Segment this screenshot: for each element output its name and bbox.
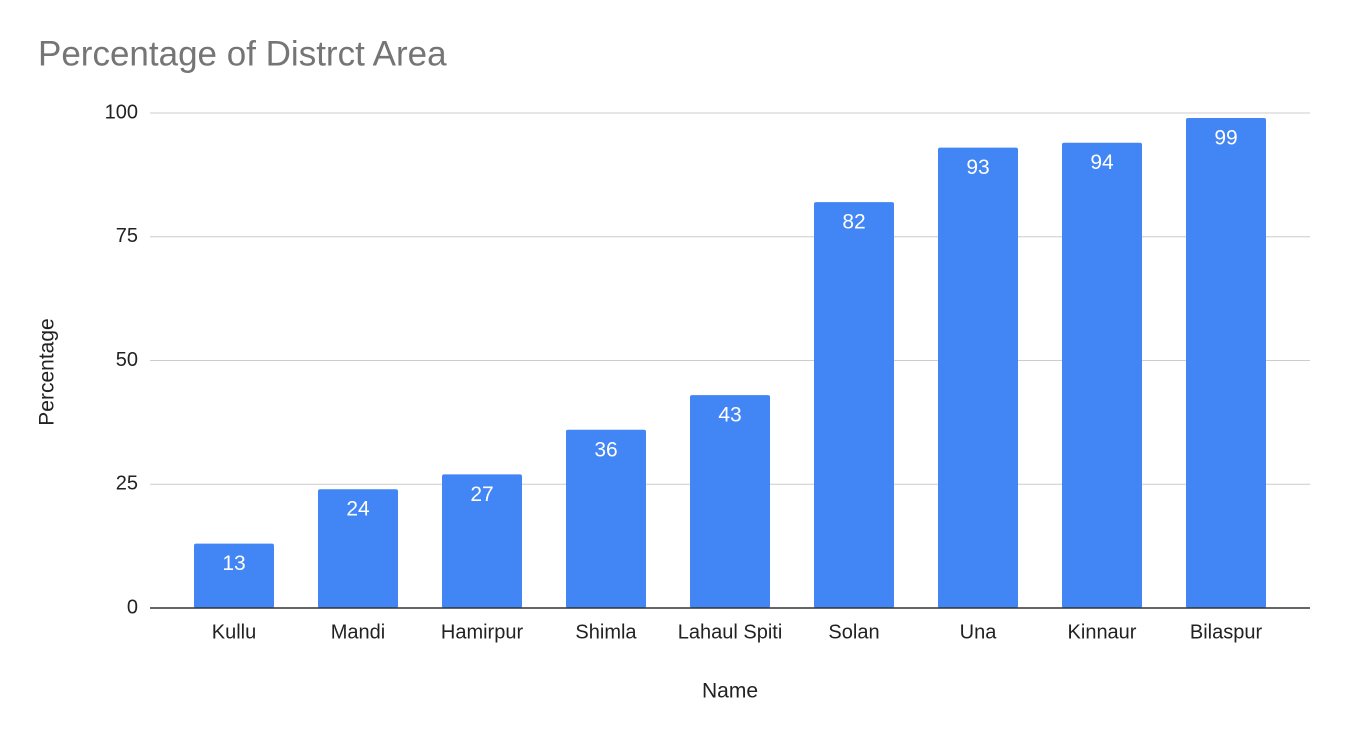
x-tick-label: Shimla bbox=[575, 621, 637, 643]
x-tick-label: Hamirpur bbox=[441, 621, 524, 643]
bar bbox=[318, 489, 398, 608]
y-tick-label: 25 bbox=[116, 473, 138, 495]
value-label: 93 bbox=[966, 156, 989, 179]
x-tick-label: Lahaul Spiti bbox=[678, 621, 783, 643]
bar bbox=[1062, 142, 1142, 608]
bar bbox=[566, 429, 646, 608]
bar bbox=[194, 543, 274, 608]
x-tick-label: Mandi bbox=[331, 621, 385, 643]
value-label: 27 bbox=[470, 483, 493, 506]
value-label: 24 bbox=[346, 498, 370, 521]
x-tick-label: Bilaspur bbox=[1190, 621, 1263, 643]
bar bbox=[938, 147, 1018, 608]
chart-title: Percentage of Distrct Area bbox=[38, 34, 447, 73]
value-label: 43 bbox=[718, 404, 741, 427]
x-tick-label: Kullu bbox=[212, 621, 256, 643]
y-tick-label: 75 bbox=[116, 225, 138, 247]
y-tick-label: 100 bbox=[105, 101, 138, 123]
x-tick-label: Kinnaur bbox=[1068, 621, 1137, 643]
value-label: 36 bbox=[594, 438, 617, 461]
bar bbox=[442, 474, 522, 608]
y-axis-label: Percentage bbox=[36, 318, 59, 425]
value-label: 94 bbox=[1090, 151, 1114, 174]
x-axis-label: Name bbox=[702, 680, 758, 703]
bar bbox=[814, 202, 894, 608]
value-label: 13 bbox=[222, 552, 245, 575]
bar bbox=[690, 395, 770, 608]
x-tick-label: Una bbox=[960, 621, 998, 643]
bar bbox=[1186, 117, 1266, 608]
y-tick-label: 0 bbox=[127, 596, 138, 618]
value-label: 99 bbox=[1214, 126, 1237, 149]
x-tick-label: Solan bbox=[828, 621, 879, 643]
y-tick-label: 50 bbox=[116, 349, 138, 371]
value-label: 82 bbox=[842, 211, 865, 234]
